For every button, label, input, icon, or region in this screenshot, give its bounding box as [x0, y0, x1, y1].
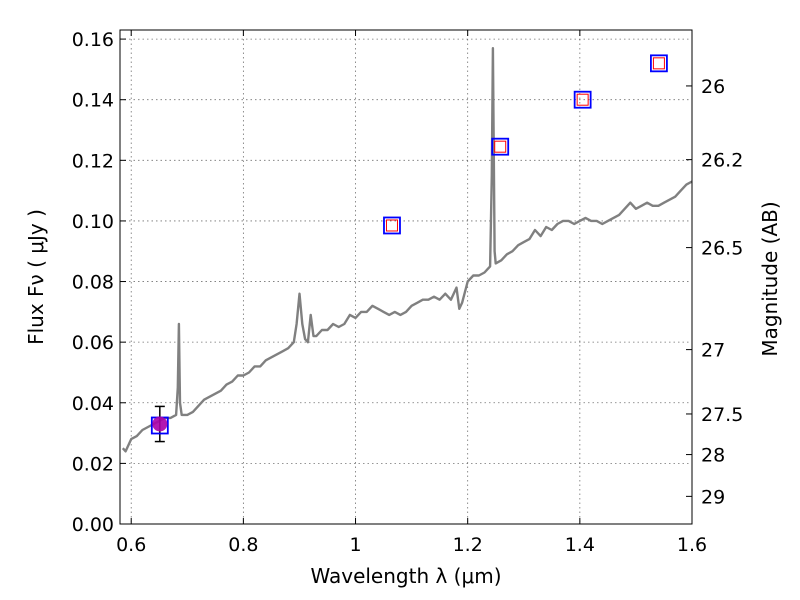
- x-tick-label: 0.6: [116, 534, 146, 556]
- x-axis-label: Wavelength λ (μm): [310, 564, 501, 588]
- y-axis-label: Flux Fν ( μJy ): [24, 209, 48, 345]
- axes-frame: [119, 29, 693, 525]
- y2-tick-label: 27.5: [701, 404, 743, 426]
- x-tick-label: 1: [349, 534, 361, 556]
- x-tick-label: 1.2: [453, 534, 483, 556]
- x-tick-label: 1.6: [677, 534, 707, 556]
- grid-lines: [120, 30, 693, 525]
- y2-tick-label: 27: [701, 340, 725, 362]
- x-tick-label: 0.8: [228, 534, 258, 556]
- plot-area: [121, 47, 693, 453]
- observed-flux-box: [383, 216, 401, 235]
- y2-tick-label: 29: [701, 486, 725, 508]
- model-flux-box: [385, 219, 398, 232]
- y-tick-label: 0.00: [72, 514, 114, 536]
- x-tick-label: 1.4: [565, 534, 595, 556]
- y2-tick-label: 28: [701, 445, 725, 467]
- y-tick-label: 0.16: [72, 29, 114, 51]
- spectrum-line: [121, 47, 693, 453]
- y-tick-label: 0.10: [72, 211, 114, 233]
- y-tick-label: 0.02: [72, 453, 114, 475]
- y-tick-label: 0.14: [72, 90, 114, 112]
- y2-tick-label: 26.5: [701, 238, 743, 260]
- observed-flux-box: [573, 90, 592, 109]
- model-flux-box: [652, 57, 665, 70]
- detection-point: [152, 416, 168, 432]
- y2-axis-label: Magnitude (AB): [758, 201, 782, 356]
- y-tick-label: 0.04: [72, 393, 114, 415]
- axis-ticks: 0.6 0.8 1 1.2 1.4 1.6 0.00 0.02 0.04 0.06 0.08 0.10…: [72, 29, 744, 556]
- observed-flux-box: [491, 137, 510, 156]
- model-flux-box: [494, 140, 507, 153]
- observed-flux-box: [650, 54, 668, 73]
- y2-tick-label: 26.2: [701, 150, 743, 172]
- y2-tick-label: 26: [701, 76, 725, 98]
- y-tick-label: 0.12: [72, 150, 114, 172]
- y-tick-label: 0.06: [72, 332, 114, 354]
- y-tick-label: 0.08: [72, 272, 114, 294]
- model-flux-box: [576, 93, 589, 106]
